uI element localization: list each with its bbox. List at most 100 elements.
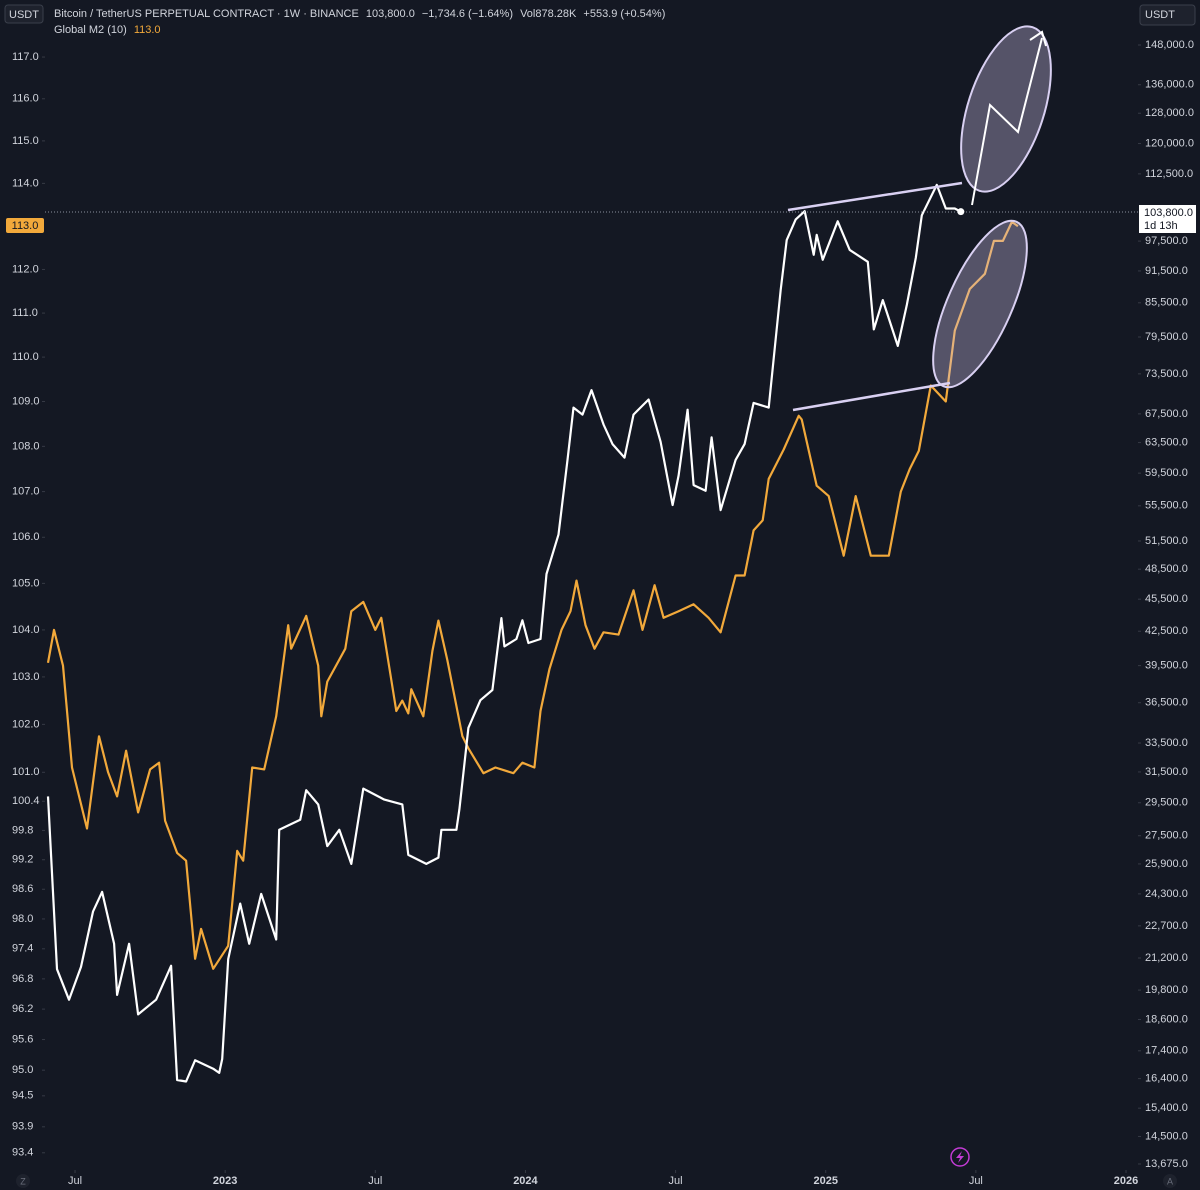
unit-label: USDT (1145, 9, 1175, 21)
y-tick-label: 99.8 (12, 824, 33, 836)
y2-tick-label: 19,800.0 (1145, 984, 1188, 996)
legend-volume: 878.28K (535, 8, 577, 20)
y2-tick-label: 51,500.0 (1145, 535, 1188, 547)
y-tick-label: 96.2 (12, 1003, 33, 1015)
corner-button-label: A (1167, 1176, 1173, 1186)
highlight-ellipse (932, 219, 1028, 389)
y-tick-label: 103.0 (12, 671, 40, 683)
unit-badge[interactable] (4, 4, 44, 24)
x-tick-label: 2023 (213, 1175, 237, 1187)
y2-tick-label: 29,500.0 (1145, 797, 1188, 809)
legend-name: Global M2 (10) (54, 24, 127, 36)
y-tick-label: 101.0 (12, 766, 40, 778)
arrow-head (1029, 30, 1047, 47)
y2-tick-label: 79,500.0 (1145, 331, 1188, 343)
y-tick-label: 115.0 (12, 135, 39, 147)
y2-tick-label: 148,000.0 (1145, 39, 1194, 51)
unit-badge[interactable] (1139, 4, 1196, 26)
corner-button[interactable] (16, 1174, 30, 1188)
y2-tick-label: 14,500.0 (1145, 1130, 1188, 1142)
x-tick-label: 2024 (513, 1175, 538, 1187)
price-badge (1139, 205, 1196, 233)
y-tick-label: 106.0 (12, 531, 40, 543)
y2-tick-label: 31,500.0 (1145, 766, 1188, 778)
projection-arrow (971, 37, 1043, 206)
legend-vol-change: +553.9 (+0.54%) (583, 8, 665, 20)
y2-tick-label: 16,400.0 (1145, 1073, 1188, 1085)
y-tick-label: 114.0 (12, 177, 39, 189)
y-tick-label: 94.5 (12, 1090, 33, 1102)
y-tick-label: 95.6 (12, 1033, 33, 1045)
y2-tick-label: 112,500.0 (1145, 168, 1193, 180)
y2-tick-label: 128,000.0 (1145, 107, 1194, 119)
legend-change: −1,734.6 (−1.64%) (422, 8, 513, 20)
highlight-ellipse (960, 25, 1052, 193)
y2-tick-label: 33,500.0 (1145, 737, 1188, 749)
legend-name: Bitcoin / TetherUS PERPETUAL CONTRACT · … (54, 8, 359, 20)
y-tick-label: 97.4 (12, 943, 33, 955)
y-tick-label: 99.2 (12, 854, 33, 866)
y2-tick-label: 24,300.0 (1145, 888, 1188, 900)
legend-price: 103,800.0 (366, 8, 415, 20)
plot-area (46, 183, 1019, 1083)
countdown-label: 1d 13h (1144, 220, 1178, 232)
lightning-icon[interactable] (950, 1147, 970, 1167)
y-tick-label: 100.4 (12, 795, 40, 807)
y2-tick-label: 63,500.0 (1145, 436, 1188, 448)
y2-tick-label: 136,000.0 (1145, 79, 1194, 91)
legend-m2: Global M2 (10) 113.0 (54, 24, 161, 36)
m2-badge (6, 218, 44, 233)
y-tick-label: 116.0 (12, 93, 39, 105)
x-tick-label: Jul (68, 1175, 82, 1187)
y-tick-label: 109.0 (12, 395, 40, 407)
last-point (957, 208, 965, 216)
y-tick-label: 111.0 (12, 307, 38, 319)
x-tick-label: 2025 (813, 1175, 837, 1187)
lightning-glyph (956, 1151, 964, 1163)
y-tick-label: 102.0 (12, 718, 40, 730)
y-tick-label: 112.0 (12, 263, 39, 275)
corner-button[interactable] (1163, 1174, 1177, 1188)
y2-tick-label: 85,500.0 (1145, 297, 1188, 309)
x-tick-label: 2026 (1114, 1175, 1138, 1187)
price-badge-label: 103,800.0 (1144, 207, 1193, 219)
legend-value: 113.0 (134, 24, 161, 36)
y2-tick-label: 36,500.0 (1145, 697, 1188, 709)
y2-tick-label: 48,500.0 (1145, 563, 1188, 575)
y2-tick-label: 21,200.0 (1145, 952, 1188, 964)
y-tick-label: 96.8 (12, 973, 33, 985)
y2-tick-label: 45,500.0 (1145, 593, 1188, 605)
y-tick-label: 117.0 (12, 51, 39, 63)
y2-tick-label: 22,700.0 (1145, 920, 1188, 932)
x-tick-label: Jul (969, 1175, 983, 1187)
y2-tick-label: 91,500.0 (1145, 265, 1188, 277)
y-tick-label: 110.0 (12, 351, 39, 363)
series-line (46, 183, 962, 1083)
series-line (46, 220, 1019, 970)
y2-tick-label: 42,500.0 (1145, 625, 1188, 637)
y-tick-label: 93.9 (12, 1121, 33, 1133)
y-tick-label: 104.0 (12, 624, 40, 636)
y-tick-label: 98.0 (12, 913, 33, 925)
legend-vol-label: Vol (520, 8, 535, 20)
y2-tick-label: 67,500.0 (1145, 408, 1188, 420)
y-tick-label: 107.0 (12, 486, 40, 498)
y-tick-label: 93.4 (12, 1147, 33, 1159)
y2-tick-label: 18,600.0 (1145, 1013, 1188, 1025)
y-tick-label: 108.0 (12, 440, 40, 452)
y2-tick-label: 55,500.0 (1145, 500, 1188, 512)
y-tick-label: 95.0 (12, 1064, 33, 1076)
y2-tick-label: 39,500.0 (1145, 660, 1188, 672)
trend-line (792, 381, 951, 412)
y2-tick-label: 120,000.0 (1145, 137, 1194, 149)
x-tick-label: Jul (669, 1175, 683, 1187)
y-tick-label: 98.6 (12, 883, 33, 895)
y2-tick-label: 59,500.0 (1145, 467, 1188, 479)
trend-line (787, 181, 963, 212)
y2-tick-label: 25,900.0 (1145, 858, 1188, 870)
annotations (45, 25, 1138, 1167)
y2-tick-label: 97,500.0 (1145, 235, 1188, 247)
corner-button-label: Z (20, 1176, 26, 1186)
